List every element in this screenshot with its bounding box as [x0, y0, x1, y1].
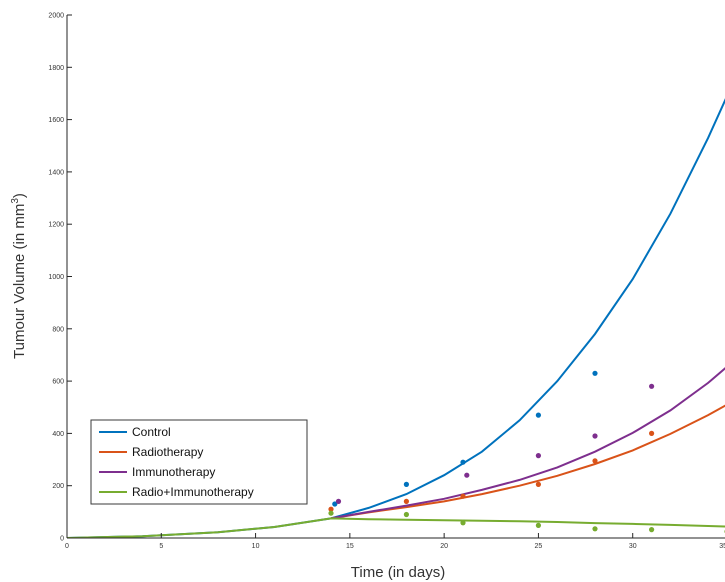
y-axis-title-main: Tumour Volume (in mm	[11, 204, 28, 359]
y-tick-label-6: 1200	[48, 222, 64, 229]
x-tick-label-2: 10	[252, 543, 260, 550]
y-tick-label-7: 1400	[48, 169, 64, 176]
y-tick-label-4: 800	[52, 326, 64, 333]
data-point-2-2	[535, 453, 542, 459]
x-tick-label-1: 5	[159, 543, 163, 550]
data-point-0-1	[403, 481, 409, 487]
data-point-0-2	[460, 459, 466, 465]
y-tick-label-1: 200	[52, 483, 64, 490]
data-point-3-2	[460, 520, 466, 526]
y-tick-label-3: 600	[52, 379, 64, 386]
x-tick-label-4: 20	[440, 543, 448, 550]
data-point-0-4	[592, 370, 598, 376]
legend: Control Radiotherapy Immunotherapy Radio+Im…	[90, 419, 308, 505]
y-tick-label-8: 1600	[48, 117, 64, 124]
data-point-0-3	[535, 412, 542, 418]
legend-label-2: Immunotherapy	[132, 465, 215, 479]
legend-label-0: Control	[132, 425, 171, 439]
data-point-3-0	[328, 510, 334, 516]
y-tick-label-0: 0	[60, 536, 64, 543]
y-tick-label-9: 1800	[48, 65, 64, 72]
x-tick-label-6: 30	[629, 543, 637, 550]
y-tick-label-5: 1000	[48, 274, 64, 281]
x-tick-label-0: 0	[65, 543, 69, 550]
data-point-0-0	[332, 501, 338, 507]
data-point-1-3	[535, 481, 542, 487]
x-tick-label-5: 25	[535, 543, 543, 550]
series-line-1	[330, 404, 725, 520]
ticks: 0 5 10 15 20 25 30 35 0 200 400 600 800 1000 1200 1400 1…	[48, 13, 725, 551]
legend-label-3: Radio+Immunotherapy	[132, 485, 254, 499]
data-point-1-2	[460, 493, 466, 499]
legend-box	[90, 419, 308, 505]
data-point-3-1	[403, 511, 409, 518]
x-axis-title: Time (in days)	[351, 564, 445, 581]
data-point-1-0	[328, 506, 334, 512]
data-point-2-3	[592, 433, 598, 439]
data-point-2-1	[464, 472, 470, 478]
y-tick-label-10: 2000	[48, 13, 64, 20]
y-axis-title: Tumour Volume (in mm3)	[10, 193, 28, 359]
series-points	[328, 370, 725, 534]
data-point-1-1	[403, 498, 409, 504]
series-line-2	[330, 367, 725, 520]
y-axis-title-end: )	[11, 193, 28, 198]
y-tick-label-2: 400	[52, 431, 64, 438]
x-tick-label-3: 15	[346, 543, 354, 550]
data-point-2-0	[335, 498, 342, 504]
data-point-1-5	[649, 430, 655, 436]
legend-label-1: Radiotherapy	[132, 445, 203, 459]
data-point-3-4	[592, 526, 598, 532]
data-point-2-4	[649, 383, 655, 389]
y-axis-title-sup: 3	[10, 198, 21, 204]
data-point-1-4	[592, 458, 598, 464]
data-point-3-3	[535, 522, 542, 529]
x-tick-label-7: 35	[719, 543, 725, 550]
data-point-3-5	[649, 527, 655, 533]
